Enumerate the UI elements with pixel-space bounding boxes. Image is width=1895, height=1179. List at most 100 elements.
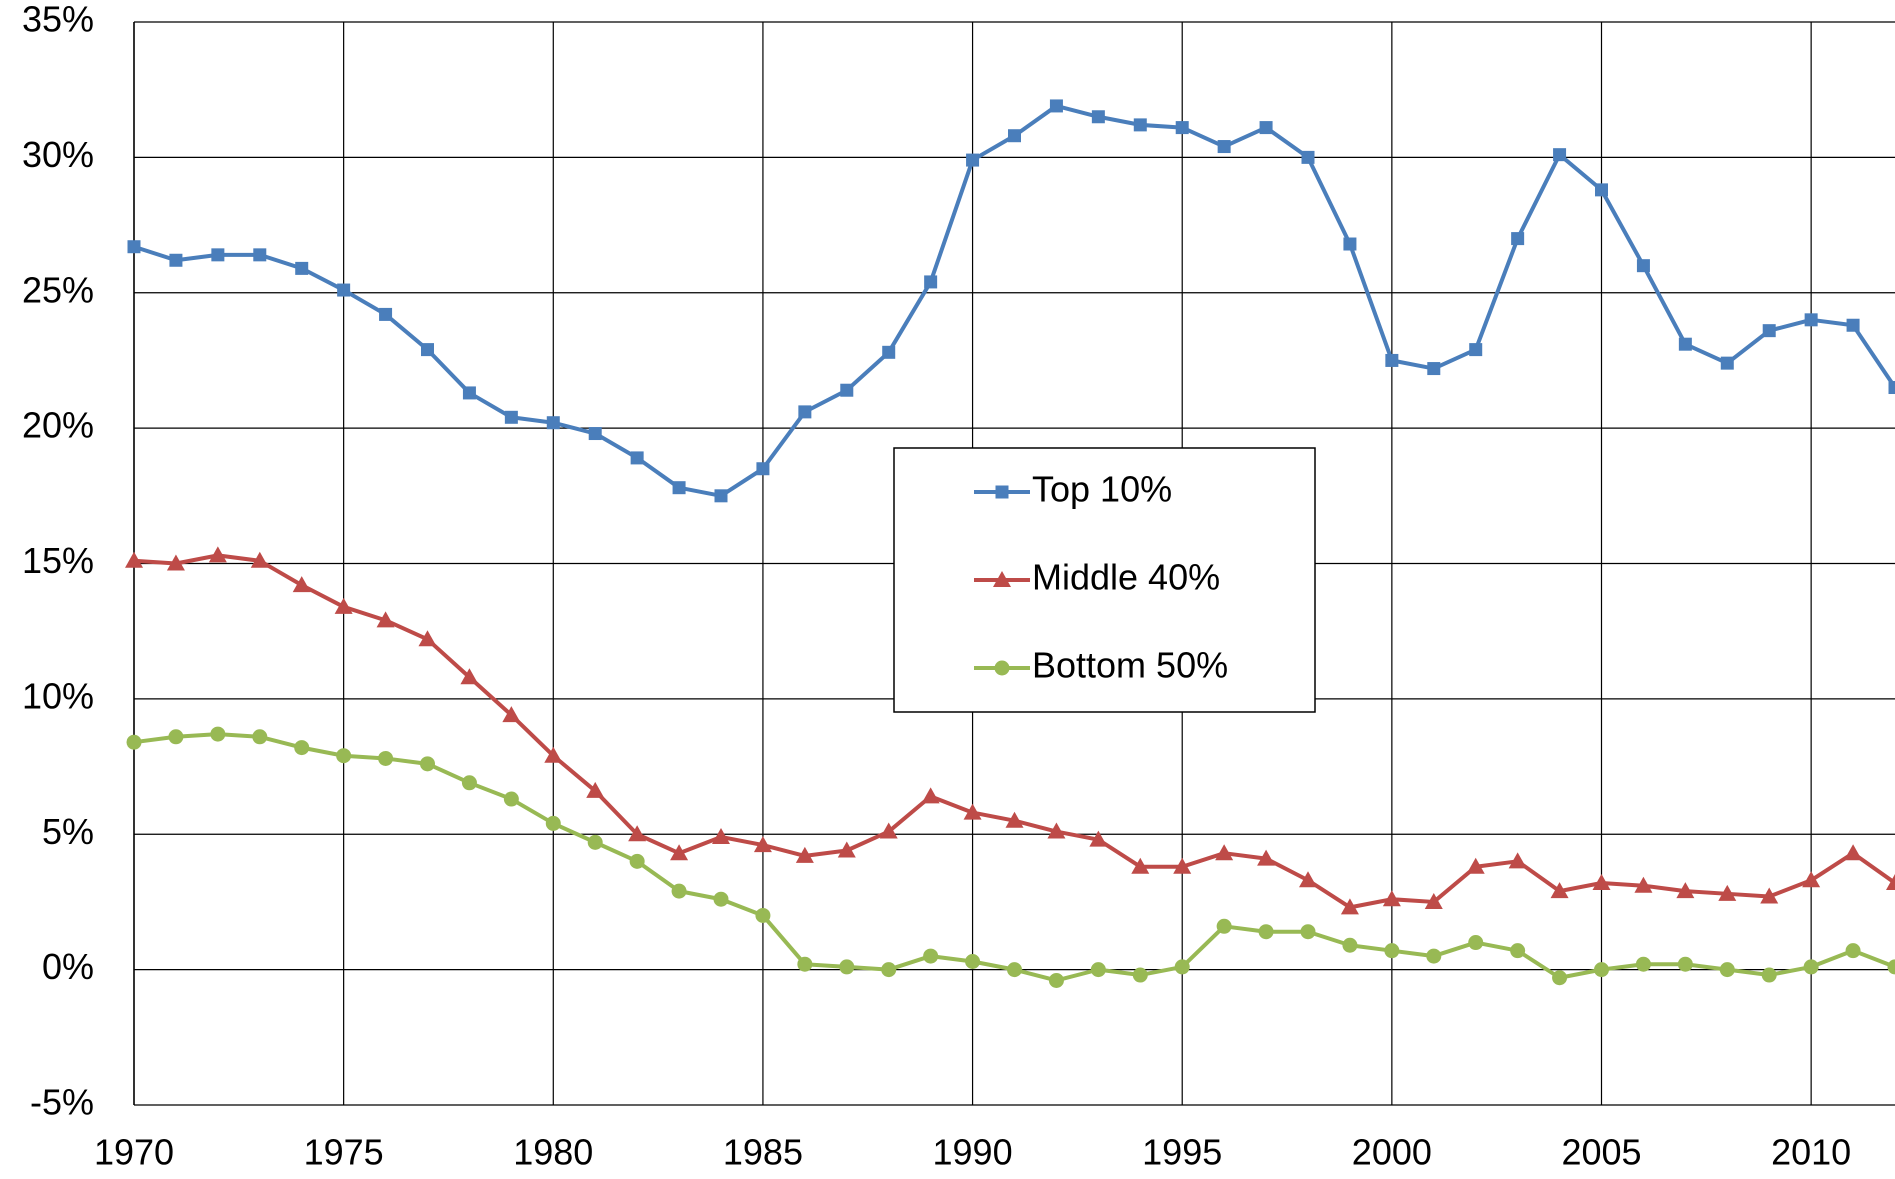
y-tick-label: 0% <box>42 946 94 987</box>
triangle-marker <box>292 576 311 593</box>
triangle-marker <box>376 611 395 628</box>
circle-marker <box>1677 956 1693 972</box>
circle-marker <box>1258 924 1274 940</box>
y-tick-label: 25% <box>22 269 94 310</box>
square-marker <box>1301 150 1315 164</box>
circle-marker <box>378 750 394 766</box>
y-tick-label: 15% <box>22 540 94 581</box>
triangle-marker <box>879 822 898 839</box>
x-tick-label: 2000 <box>1352 1132 1432 1173</box>
circle-marker <box>168 729 184 745</box>
series <box>125 546 1895 915</box>
circle-marker <box>671 883 687 899</box>
x-tick-label: 1980 <box>513 1132 593 1173</box>
triangle-marker <box>753 836 772 853</box>
circle-marker <box>336 748 352 764</box>
circle-marker <box>420 756 435 772</box>
square-marker <box>379 307 393 321</box>
legend-box <box>893 447 1316 713</box>
triangle-marker <box>1550 882 1569 899</box>
square-marker <box>421 343 434 357</box>
circle-marker <box>1510 943 1526 959</box>
square-marker <box>1343 237 1357 251</box>
circle-marker <box>1007 962 1022 978</box>
square-marker <box>995 485 1009 499</box>
circle-marker <box>1552 970 1568 986</box>
y-tick-label: 30% <box>22 134 94 175</box>
circle-marker <box>1468 935 1484 951</box>
square-marker <box>1049 99 1063 113</box>
circle-marker <box>923 948 939 964</box>
x-tick-label: 1985 <box>723 1132 803 1173</box>
triangle-marker <box>1718 884 1737 901</box>
triangle-marker <box>418 630 437 647</box>
square-marker <box>1804 313 1818 327</box>
triangle-marker <box>1089 830 1108 847</box>
triangle-marker <box>1299 871 1317 888</box>
series-line <box>133 732 1895 983</box>
y-tick-label: 10% <box>22 675 94 716</box>
circle-marker <box>1845 943 1861 959</box>
triangle-marker <box>1592 873 1611 890</box>
x-tick-label: 1975 <box>304 1132 384 1173</box>
triangle-marker <box>963 803 982 820</box>
triangle-marker <box>628 825 647 842</box>
square-marker <box>672 481 686 495</box>
circle-marker <box>797 956 813 972</box>
triangle-marker <box>586 781 605 798</box>
square-marker <box>756 462 770 476</box>
square-marker <box>1553 148 1567 162</box>
triangle-marker <box>1215 844 1234 861</box>
square-marker <box>882 345 896 359</box>
circle-marker <box>994 660 1010 676</box>
triangle-marker <box>334 597 353 614</box>
circle-marker <box>629 853 645 869</box>
square-marker <box>1259 121 1273 135</box>
x-tick-label: 1995 <box>1142 1132 1222 1173</box>
square-marker <box>1133 118 1147 132</box>
triangle-marker <box>1886 873 1895 890</box>
square-marker <box>1636 259 1650 273</box>
square-marker <box>1385 353 1399 367</box>
triangle-marker <box>795 846 814 863</box>
circle-marker <box>1887 959 1895 975</box>
square-marker <box>127 240 141 254</box>
square-marker <box>588 427 602 441</box>
circle-marker <box>1174 959 1190 975</box>
triangle-marker <box>1676 882 1695 899</box>
circle-marker <box>839 959 855 975</box>
circle-marker <box>545 815 561 831</box>
y-tick-label: 20% <box>22 405 94 446</box>
square-marker <box>211 248 225 262</box>
circle-marker <box>713 891 729 907</box>
circle-marker <box>294 740 310 756</box>
circle-marker <box>1426 948 1442 964</box>
square-marker <box>1008 129 1021 143</box>
square-marker <box>169 253 183 267</box>
triangle-marker <box>1802 871 1821 888</box>
circle-marker <box>755 907 771 923</box>
square-marker <box>1846 318 1860 332</box>
square-marker <box>1762 324 1776 338</box>
legend-label: Top 10% <box>1032 469 1172 510</box>
square-marker <box>1511 232 1525 246</box>
square-marker <box>1175 121 1189 135</box>
triangle-marker <box>837 841 856 858</box>
triangle-marker <box>1466 857 1485 874</box>
triangle-marker <box>250 551 269 568</box>
square-marker <box>840 383 854 397</box>
square-marker <box>924 275 938 289</box>
square-marker <box>253 248 267 262</box>
circle-marker <box>503 791 519 807</box>
square-marker <box>630 451 644 465</box>
square-marker <box>1678 337 1692 351</box>
circle-marker <box>1342 937 1358 953</box>
triangle-marker <box>460 668 479 685</box>
series <box>127 99 1895 503</box>
triangle-marker <box>1257 849 1276 866</box>
circle-marker <box>1216 918 1232 934</box>
triangle-marker <box>921 787 940 804</box>
square-marker <box>1217 140 1231 154</box>
triangle-marker <box>1047 822 1066 839</box>
